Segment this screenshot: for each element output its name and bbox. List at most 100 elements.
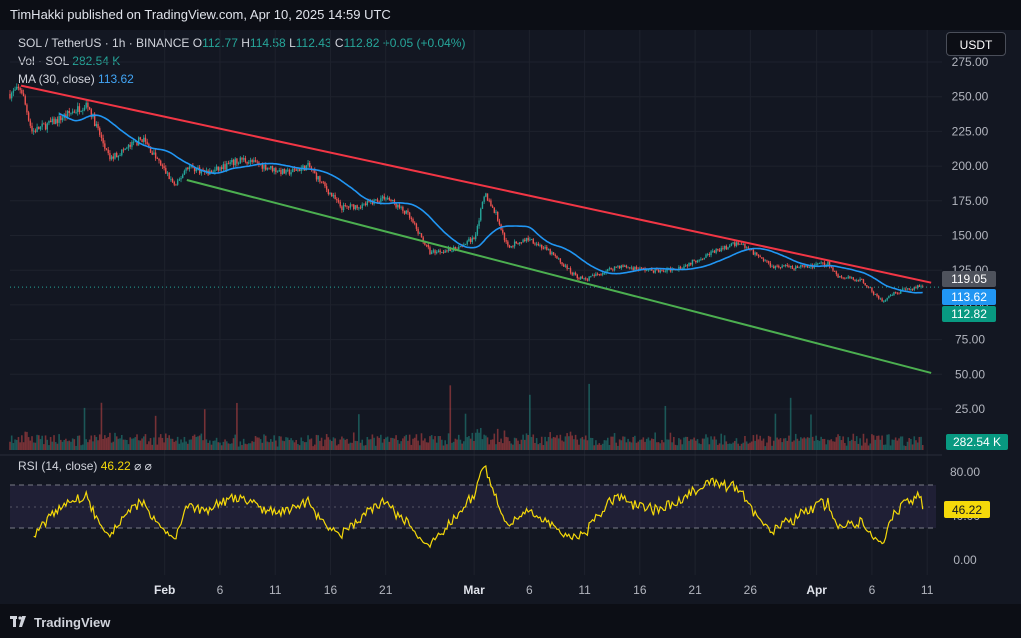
rsi-badge bbox=[944, 501, 990, 518]
candle-body bbox=[781, 265, 783, 268]
volume-bar bbox=[479, 427, 482, 450]
volume-bar bbox=[535, 438, 538, 450]
volume-bar bbox=[871, 434, 873, 450]
candle-body bbox=[29, 120, 32, 126]
candle-body bbox=[170, 178, 172, 180]
volume-bar bbox=[229, 443, 231, 450]
volume-bar bbox=[444, 440, 447, 450]
rsi-legend[interactable]: RSI (14, close) 46.22 ⌀ ⌀ bbox=[18, 459, 152, 473]
volume-bar bbox=[269, 439, 272, 450]
volume-bar bbox=[588, 383, 590, 450]
volume-bar bbox=[562, 441, 565, 450]
candle-body bbox=[635, 266, 638, 270]
candle-body bbox=[127, 144, 130, 148]
volume-legend[interactable]: Vol · SOL 282.54 K bbox=[18, 54, 120, 68]
candle-body bbox=[104, 143, 106, 149]
volume-bar bbox=[217, 442, 220, 450]
candle-body bbox=[58, 116, 60, 123]
rsi-tick-label: 80.00 bbox=[950, 465, 980, 479]
volume-bar bbox=[840, 440, 843, 450]
volume-bar bbox=[683, 437, 685, 450]
volume-bar bbox=[308, 439, 311, 450]
candle-body bbox=[525, 237, 528, 242]
candle-body bbox=[300, 167, 302, 172]
candle-body bbox=[454, 247, 457, 249]
candle-body bbox=[690, 262, 692, 265]
candle-body bbox=[512, 246, 514, 247]
candle-body bbox=[576, 274, 578, 279]
candle-body bbox=[530, 239, 533, 240]
candle-body bbox=[85, 102, 87, 108]
close-label: C bbox=[334, 36, 344, 50]
candle-body bbox=[864, 283, 866, 286]
candle-body bbox=[437, 250, 440, 252]
volume-bar bbox=[43, 444, 45, 450]
candle-body bbox=[801, 265, 804, 266]
candle-body bbox=[788, 265, 790, 267]
candle-body bbox=[774, 265, 777, 269]
symbol-legend[interactable]: SOL / TetherUS · 1h · BINANCE O112.77 H1… bbox=[18, 36, 465, 50]
candle-body bbox=[485, 193, 487, 197]
candle-body bbox=[534, 243, 536, 245]
volume-bar bbox=[825, 444, 828, 450]
rsi-badge-text: 46.22 bbox=[952, 503, 982, 517]
price-tick-label: 25.00 bbox=[955, 402, 985, 416]
candle-body bbox=[822, 262, 824, 264]
volume-bar bbox=[603, 440, 606, 450]
volume-bar bbox=[749, 442, 751, 450]
volume-bar bbox=[674, 444, 677, 450]
volume-bar bbox=[915, 440, 917, 450]
volume-bar bbox=[60, 439, 62, 450]
volume-bar bbox=[207, 442, 209, 450]
volume-bar bbox=[579, 438, 582, 450]
candle-body bbox=[315, 173, 318, 180]
volume-bar bbox=[358, 414, 360, 450]
volume-bar bbox=[170, 438, 172, 450]
volume-bar bbox=[896, 440, 899, 450]
volume-badge-text: 282.54 K bbox=[953, 435, 1001, 449]
ma-legend[interactable]: MA (30, close) 113.62 bbox=[18, 72, 134, 86]
volume-bar bbox=[346, 438, 348, 450]
volume-bar bbox=[231, 443, 233, 450]
volume-bar bbox=[85, 439, 88, 450]
volume-bar bbox=[15, 439, 18, 450]
volume-bar bbox=[559, 434, 562, 450]
volume-bar bbox=[881, 435, 883, 450]
candle-body bbox=[793, 268, 795, 270]
volume-bar bbox=[139, 440, 142, 450]
candle-body bbox=[288, 169, 291, 175]
volume-bar bbox=[634, 435, 636, 450]
volume-bar bbox=[324, 439, 326, 450]
candle-body bbox=[66, 110, 69, 117]
volume-bar bbox=[581, 436, 584, 450]
candle-body bbox=[918, 285, 921, 287]
time-tick-label: 6 bbox=[869, 583, 876, 597]
candle-body bbox=[771, 266, 773, 268]
volume-bar bbox=[437, 436, 440, 450]
candle-body bbox=[97, 124, 99, 129]
candle-body bbox=[166, 172, 169, 174]
candle-body bbox=[26, 104, 28, 113]
candle-body bbox=[651, 268, 653, 271]
currency-button[interactable]: USDT bbox=[946, 32, 1006, 56]
volume-bar bbox=[187, 443, 189, 450]
candle-body bbox=[283, 168, 286, 174]
volume-bar bbox=[75, 445, 77, 450]
close-value: 112.82 bbox=[343, 36, 380, 50]
volume-bar bbox=[351, 442, 353, 450]
volume-bar bbox=[608, 444, 611, 450]
volume-bar bbox=[823, 438, 826, 450]
volume-bar bbox=[498, 441, 501, 450]
volume-bar bbox=[754, 440, 756, 450]
volume-bar bbox=[546, 441, 548, 450]
candle-body bbox=[46, 123, 48, 130]
candle-body bbox=[398, 204, 401, 208]
candle-body bbox=[515, 241, 518, 244]
candle-body bbox=[618, 266, 621, 269]
volume-bar bbox=[673, 436, 675, 450]
tradingview-logo[interactable]: TradingView bbox=[10, 614, 110, 630]
candle-body bbox=[22, 93, 25, 97]
price-tick-label: 225.00 bbox=[952, 124, 989, 138]
candle-body bbox=[495, 211, 497, 213]
